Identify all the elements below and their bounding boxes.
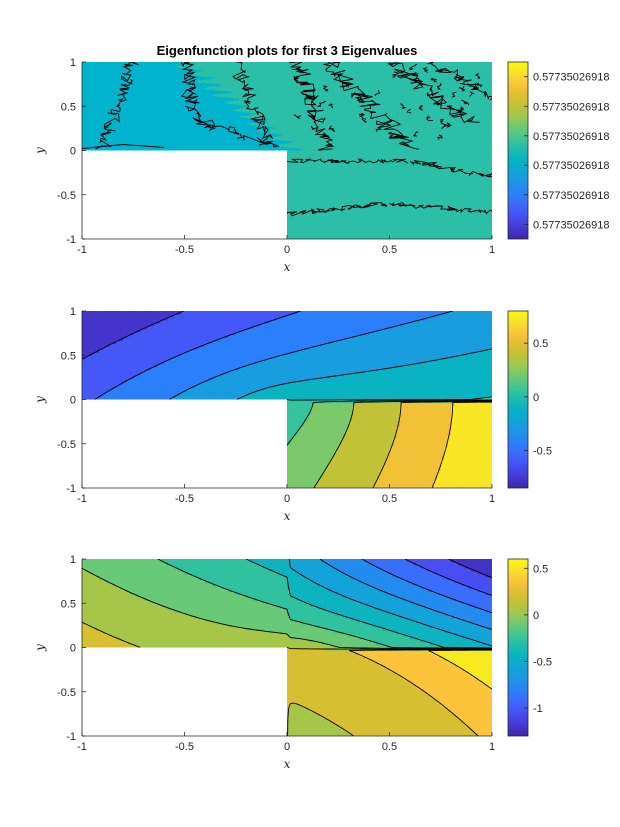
contour-lines <box>82 311 492 488</box>
colorbar-tick-label: -0.5 <box>533 656 552 668</box>
contour-lines <box>82 559 492 736</box>
x-tick-label: 1 <box>489 244 495 256</box>
contour-fill <box>82 311 492 488</box>
y-tick-label: -0.5 <box>57 190 76 202</box>
colorbar-tick-label: 0 <box>533 392 539 404</box>
colorbar-gradient <box>507 310 529 489</box>
colorbar-tick-label: 0.57735026918 <box>533 101 609 113</box>
colorbar-3: 0.5 0 -0.5 -1 <box>507 558 552 737</box>
x-axis-label: x <box>284 509 291 523</box>
y-tick-label: -1 <box>66 731 76 743</box>
y-tick-label: 1 <box>70 306 76 318</box>
y-tick-label: -1 <box>66 234 76 246</box>
y-axis-label: y <box>33 644 47 652</box>
contour-lines <box>82 62 492 217</box>
y-tick-label: -0.5 <box>57 439 76 451</box>
x-tick-label: 1 <box>489 741 495 753</box>
x-tick-label: -0.5 <box>175 493 194 505</box>
x-tick-label: 0.5 <box>382 741 397 753</box>
colorbar-tick-label: 0 <box>533 610 539 622</box>
colorbar-tick-label: -0.5 <box>533 445 552 457</box>
colorbar-tick-label: 0.57735026918 <box>533 72 609 84</box>
y-tick-label: 0 <box>70 643 76 655</box>
x-tick-label: -1 <box>77 493 87 505</box>
chart-title: Eigenfunction plots for first 3 Eigenval… <box>157 43 418 58</box>
y-tick-label: 0.5 <box>61 350 76 362</box>
y-tick-label: -0.5 <box>57 687 76 699</box>
colorbar-tick-label: 0.57735026918 <box>533 219 609 231</box>
y-tick-label: 1 <box>70 554 76 566</box>
x-tick-label: 0 <box>284 493 290 505</box>
y-tick-label: 0.5 <box>61 598 76 610</box>
colorbar-2: 0.5 0 -0.5 <box>507 310 552 489</box>
colorbar-1: 0.57735026918 0.57735026918 0.57735026918 0… <box>507 61 609 240</box>
y-axis-label: y <box>33 396 47 404</box>
colorbar-tick-label: 0.57735026918 <box>533 190 609 202</box>
x-tick-label: -0.5 <box>175 244 194 256</box>
panel-1: -1 -0.5 0 0.5 110.50-0.5-1xy0.577350269180.5… <box>33 57 609 274</box>
axes-3: -1 -0.5 0 0.5 1 1 0.5 0 -0.5 -1 x y <box>33 554 495 771</box>
panel-3: -1 -0.5 0 0.5 1 1 0.5 0 -0.5 -1 x y 0.5 0 -0.5 -1 <box>33 554 552 771</box>
colorbar-gradient <box>507 61 529 240</box>
y-tick-label: 1 <box>70 57 76 69</box>
x-tick-label: 0 <box>284 244 290 256</box>
contour-fill <box>82 559 492 736</box>
x-tick-label: 1 <box>489 493 495 505</box>
colorbar-tick-label: 0.5 <box>533 563 548 575</box>
x-axis-label: x <box>284 757 291 771</box>
x-tick-label: 0 <box>284 741 290 753</box>
x-tick-label: 0.5 <box>382 493 397 505</box>
axes-1: -1 -0.5 0 0.5 1 1 0.5 0 -0.5 -1 x y <box>33 57 495 274</box>
x-tick-label: -1 <box>77 741 87 753</box>
y-tick-label: 0 <box>70 395 76 407</box>
x-tick-label: 0.5 <box>382 244 397 256</box>
colorbar-tick-label: 0.5 <box>533 338 548 350</box>
colorbar-tick-label: -1 <box>533 703 543 715</box>
y-tick-label: -1 <box>66 483 76 495</box>
x-axis-label: x <box>284 260 291 274</box>
colorbar-tick-label: 0.57735026918 <box>533 160 609 172</box>
colorbar-gradient <box>507 558 529 737</box>
colorbar-tick-label: 0.57735026918 <box>533 131 609 143</box>
y-tick-label: 0.5 <box>61 101 76 113</box>
y-axis-label: y <box>33 147 47 155</box>
axes-2: -1 -0.5 0 0.5 1 1 0.5 0 -0.5 -1 x y <box>33 306 495 523</box>
contour-fill <box>82 62 492 239</box>
x-tick-label: -0.5 <box>175 741 194 753</box>
panel-2: -1 -0.5 0 0.5 1 1 0.5 0 -0.5 -1 x y 0.5 0 -0.5 <box>33 306 552 523</box>
y-tick-label: 0 <box>70 146 76 158</box>
x-tick-label: -1 <box>77 244 87 256</box>
